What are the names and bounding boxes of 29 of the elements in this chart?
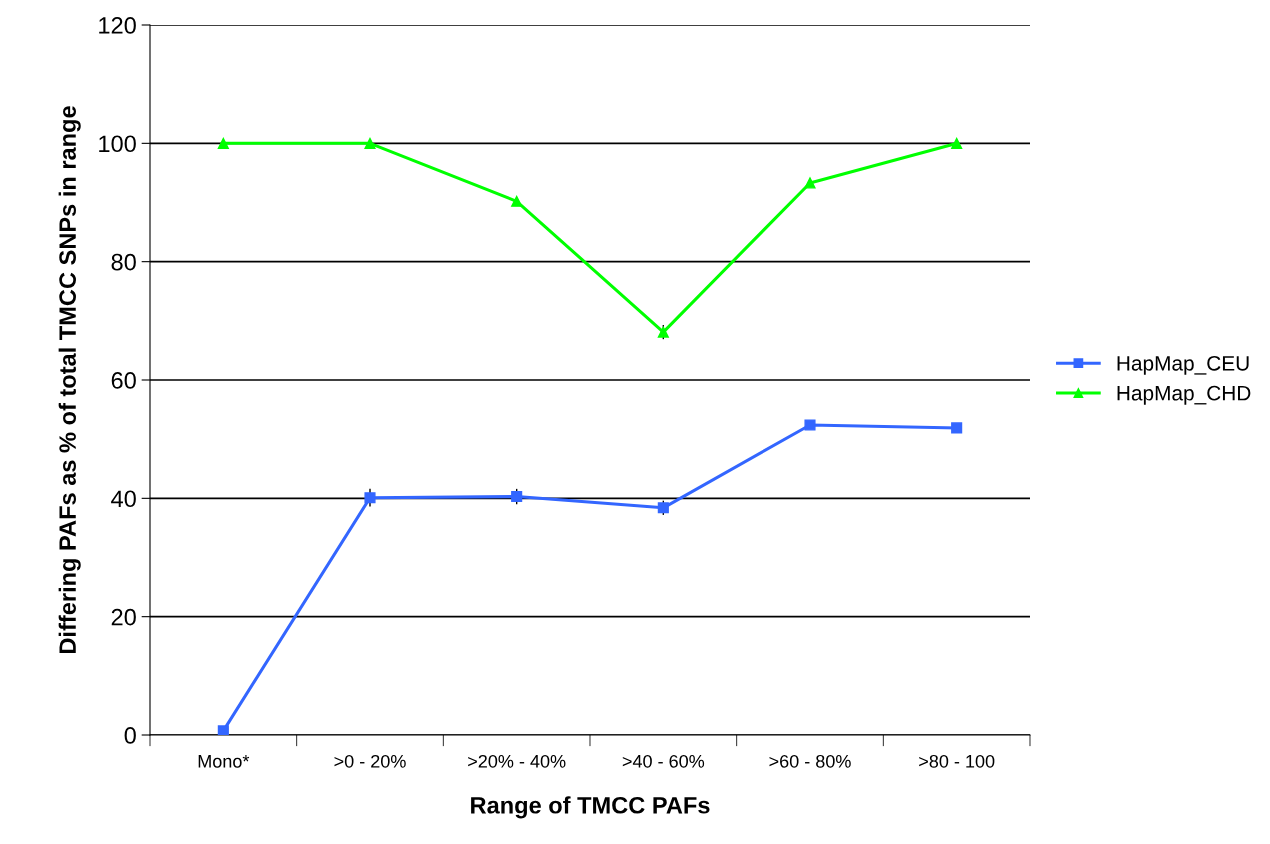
x-tick-label: >80 - 100 (919, 754, 995, 768)
point (511, 195, 523, 207)
point (657, 502, 669, 514)
y-tick-label: 0 (124, 727, 136, 744)
x-tick-label: >20% - 40% (468, 754, 566, 768)
point (217, 725, 229, 735)
point (804, 419, 816, 431)
y-tick-label: 40 (111, 490, 136, 508)
point (657, 326, 669, 338)
y-tick-label: 60 (111, 372, 136, 389)
x-tick-label: Mono* (198, 755, 250, 768)
x-tick-label: >40 - 60% (622, 754, 705, 768)
x-tick-label: >0 - 20% (334, 754, 406, 768)
point (951, 422, 963, 434)
point (217, 137, 229, 149)
point (511, 491, 523, 503)
y-tick-label: 80 (111, 253, 136, 271)
y-axis-title: Differing PAFs as % of total TMCC SNPs in range (58, 106, 81, 654)
point (951, 137, 963, 149)
x-axis-title: Range of TMCC PAFs (471, 796, 710, 819)
legend-label: HapMap_CHD (1117, 385, 1251, 405)
point (364, 492, 376, 504)
point (364, 137, 376, 149)
point (804, 177, 816, 189)
y-tick-label: 120 (99, 17, 136, 34)
x-tick-label: >60 - 80% (769, 754, 851, 768)
y-tick-label: 20 (111, 608, 136, 626)
legend-label: HapMap_CEU (1117, 355, 1249, 375)
y-tick-label: 100 (99, 135, 136, 153)
